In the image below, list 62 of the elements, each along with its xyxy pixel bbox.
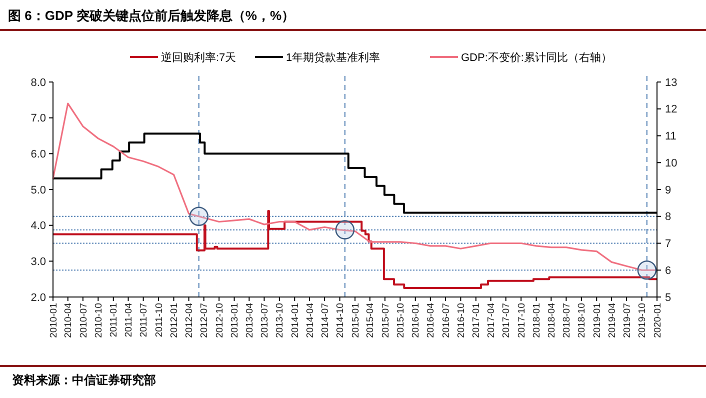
x-tick-label: 2012-04 xyxy=(184,303,196,338)
x-tick-label: 2016-10 xyxy=(456,303,468,338)
y-tick-label: 7.0 xyxy=(30,112,46,125)
y2-tick-label: 9 xyxy=(665,184,672,196)
y2-tick-label: 6 xyxy=(665,264,672,277)
x-tick-label: 2013-01 xyxy=(230,303,241,338)
y2-tick-label: 13 xyxy=(665,76,678,89)
x-tick-label: 2017-04 xyxy=(486,303,498,338)
x-tick-label: 2015-01 xyxy=(350,303,362,338)
x-tick-label: 2018-07 xyxy=(562,303,573,338)
y2-tick-label: 8 xyxy=(665,211,672,224)
x-tick-label: 2010-04 xyxy=(63,303,74,338)
y2-tick-label: 5 xyxy=(665,292,672,304)
x-tick-label: 2014-01 xyxy=(290,303,301,338)
legend-label: 1年期贷款基准利率 xyxy=(286,50,380,64)
y-tick-label: 2.0 xyxy=(30,292,46,304)
x-tick-label: 2017-10 xyxy=(516,303,528,338)
x-tick-label: 2017-07 xyxy=(501,303,512,338)
x-tick-label: 2019-10 xyxy=(637,303,648,338)
y2-tick-label: 11 xyxy=(665,130,676,143)
x-tick-label: 2016-01 xyxy=(410,303,422,338)
x-tick-label: 2010-01 xyxy=(48,303,60,338)
x-tick-label: 2011-01 xyxy=(108,303,120,338)
x-tick-label: 2011-10 xyxy=(154,303,165,338)
y-tick-label: 6.0 xyxy=(30,148,46,161)
y-tick-label: 4.0 xyxy=(30,220,46,232)
x-tick-label: 2015-07 xyxy=(380,303,392,338)
x-tick-label: 2013-04 xyxy=(244,303,256,338)
x-tick-label: 2014-10 xyxy=(335,303,346,338)
x-tick-label: 2019-07 xyxy=(622,303,633,338)
x-tick-label: 2011-07 xyxy=(138,303,150,338)
x-tick-label: 2019-01 xyxy=(592,303,603,338)
x-tick-label: 2019-04 xyxy=(606,303,618,338)
x-tick-label: 2014-04 xyxy=(304,303,316,338)
x-tick-label: 2010-10 xyxy=(93,303,104,338)
x-tick-label: 2018-01 xyxy=(532,303,543,338)
x-tick-label: 2012-07 xyxy=(199,303,210,338)
x-tick-label: 2016-07 xyxy=(440,303,452,338)
x-tick-label: 2014-07 xyxy=(320,303,331,338)
y-tick-label: 5.0 xyxy=(30,184,46,196)
y2-tick-label: 12 xyxy=(665,104,678,116)
x-tick-label: 2016-04 xyxy=(426,303,437,338)
legend-label: 逆回购利率:7天 xyxy=(161,50,236,64)
x-tick-label: 2010-07 xyxy=(78,303,90,338)
text: 资料来源：中信证券研究部 xyxy=(12,373,156,387)
x-tick-label: 2013-07 xyxy=(260,303,271,338)
x-tick-label: 2017-01 xyxy=(471,303,482,338)
y-tick-label: 8.0 xyxy=(30,76,46,89)
x-tick-label: 2012-01 xyxy=(169,303,180,338)
x-tick-label: 2011-04 xyxy=(124,303,135,338)
legend-label: GDP:不变价:累计同比（右轴） xyxy=(461,50,612,64)
x-tick-label: 2018-10 xyxy=(576,303,588,338)
x-tick-label: 2020-01 xyxy=(652,303,664,338)
x-tick-label: 2015-04 xyxy=(365,303,376,338)
chart-title: 图 6：GDP 突破关键点位前后触发降息（%，%） xyxy=(8,8,295,23)
x-tick-label: 2018-04 xyxy=(546,303,558,338)
y2-tick-label: 10 xyxy=(665,157,678,170)
x-tick-label: 2013-10 xyxy=(274,303,286,338)
x-tick-label: 2012-10 xyxy=(214,303,226,338)
y2-tick-label: 7 xyxy=(665,238,672,250)
y-tick-label: 3.0 xyxy=(30,256,46,268)
x-tick-label: 2015-10 xyxy=(395,303,406,338)
